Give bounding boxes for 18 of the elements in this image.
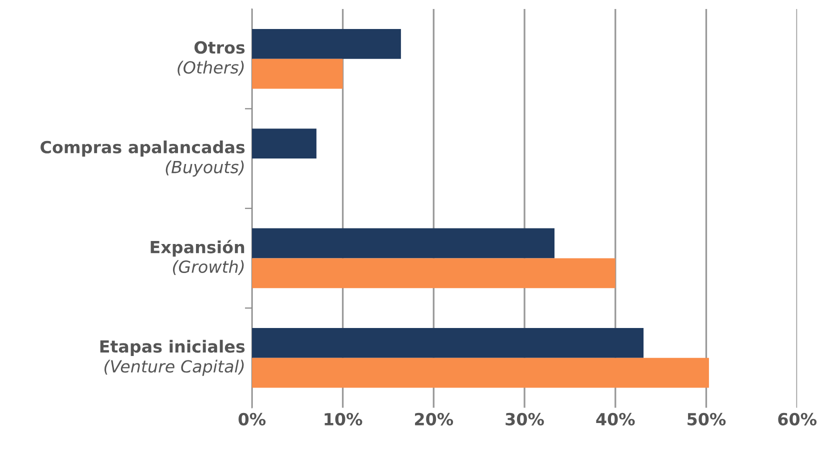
- bar: [252, 328, 644, 358]
- x-tick-label: 20%: [415, 412, 454, 426]
- x-tick-label: 30%: [506, 412, 544, 426]
- y-tick-label: Compras apalancadas (Buyouts): [40, 140, 245, 177]
- x-tick-label: 0%: [238, 412, 266, 426]
- bar: [252, 228, 554, 258]
- bar: [252, 58, 343, 89]
- x-tick-label: 50%: [688, 412, 726, 426]
- y-tick-label: Etapas iniciales (Venture Capital): [100, 340, 245, 376]
- bar: [252, 358, 709, 388]
- x-tick-label: 60%: [778, 412, 817, 426]
- bar: [252, 128, 316, 159]
- bar: [252, 258, 616, 288]
- y-tick-label: Expansión (Growth): [150, 240, 244, 275]
- x-tick-label: 40%: [596, 412, 635, 426]
- y-tick-label: Otros (Others): [178, 41, 245, 76]
- x-tick-label: 10%: [324, 412, 362, 426]
- bar: [252, 28, 401, 59]
